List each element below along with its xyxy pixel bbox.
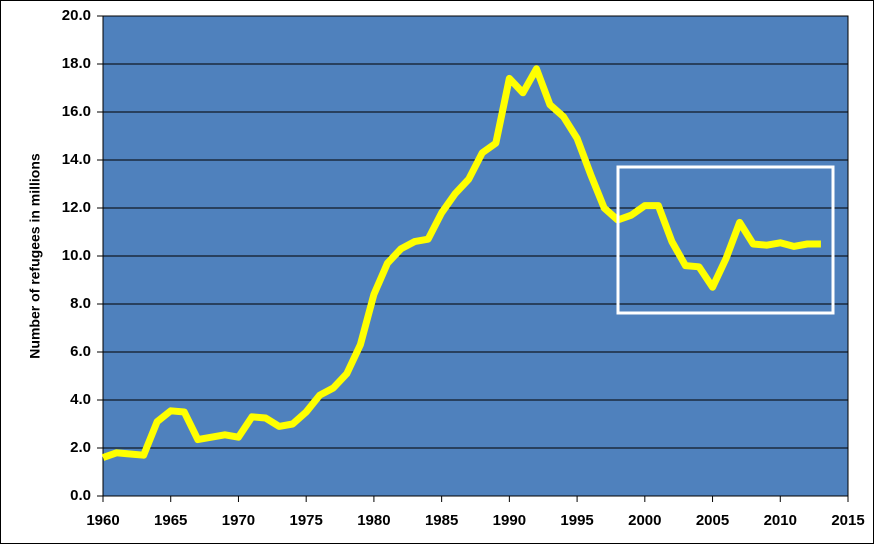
y-tick-label: 14.0 [62, 151, 91, 168]
x-tick-label: 1990 [493, 512, 526, 529]
x-tick-label: 1965 [154, 512, 187, 529]
y-axis-label: Number of refugees in millions [27, 153, 43, 359]
y-tick-label: 2.0 [70, 439, 91, 456]
x-tick-label: 2005 [696, 512, 729, 529]
line [101, 65, 821, 461]
y-tick-label: 20.0 [62, 7, 91, 24]
grid [103, 15, 848, 497]
y-tick-label: 8.0 [70, 295, 91, 312]
y-tick-label: 12.0 [62, 199, 91, 216]
y-tick-label: 6.0 [70, 343, 91, 360]
y-tick-label: 10.0 [62, 247, 91, 264]
series [101, 65, 821, 461]
x-tick-label: 2000 [628, 512, 661, 529]
x-tick-label: 2015 [831, 512, 864, 529]
y-tick-label: 4.0 [70, 391, 91, 408]
x-tick-label: 1995 [560, 512, 593, 529]
x-tick-label: 1985 [425, 512, 458, 529]
y-tick-label: 16.0 [62, 103, 91, 120]
x-tick-label: 1975 [289, 512, 322, 529]
y-tick-label: 18.0 [62, 55, 91, 72]
x-tick-label: 1960 [86, 512, 119, 529]
x-tick-label: 1980 [357, 512, 390, 529]
x-tick-label: 1970 [222, 512, 255, 529]
x-tick-label: 2010 [764, 512, 797, 529]
highlight-box [616, 165, 835, 315]
y-tick-label: 0.0 [70, 487, 91, 504]
